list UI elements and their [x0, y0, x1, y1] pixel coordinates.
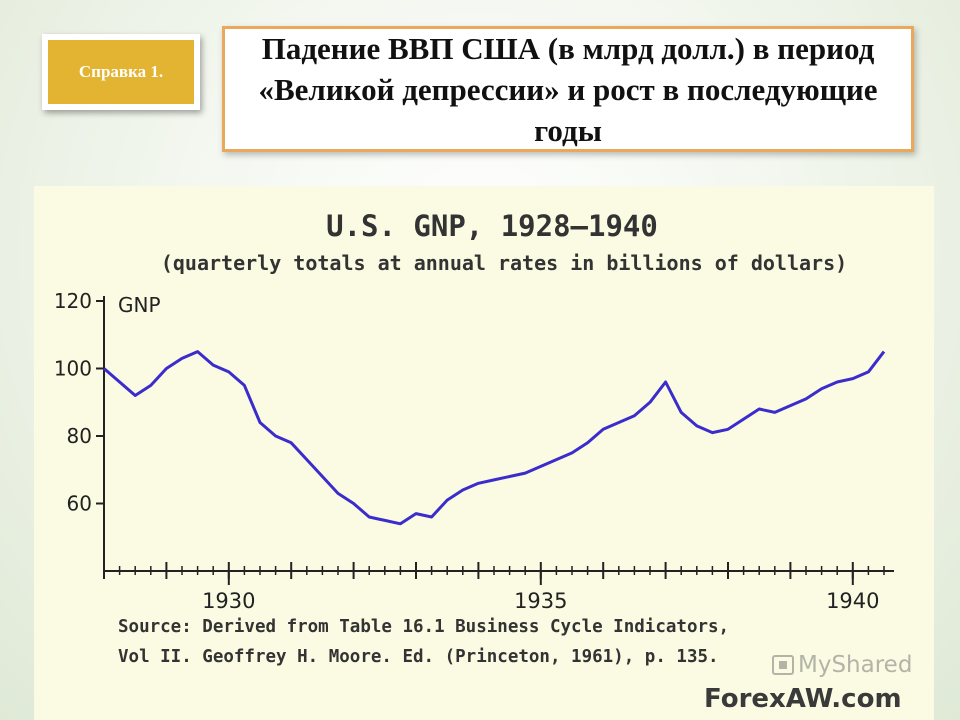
y-tick-label: 100	[54, 357, 92, 381]
myshared-watermark: MyShared	[772, 652, 912, 678]
chart-title: U.S. GNP, 1928–1940	[326, 209, 658, 243]
chart-ticks: 60 80 100 120 1930 1935 1940	[54, 289, 885, 613]
slide-title: Падение ВВП США (в млрд долл.) в период …	[258, 30, 878, 148]
share-icon	[772, 655, 794, 675]
x-tick-label: 1930	[202, 589, 255, 613]
y-tick-label: 80	[67, 424, 92, 448]
chart-axes	[103, 296, 894, 572]
source-line-1: Source: Derived from Table 16.1 Business…	[118, 617, 729, 637]
x-tick-label: 1940	[826, 589, 879, 613]
y-tick-label: 60	[67, 492, 92, 516]
x-tick-label: 1935	[514, 589, 567, 613]
gnp-series-line	[103, 350, 886, 526]
gnp-chart: U.S. GNP, 1928–1940 (quarterly totals at…	[54, 209, 894, 667]
slide-title-box: Падение ВВП США (в млрд долл.) в период …	[222, 26, 914, 152]
y-axis-label: GNP	[118, 293, 161, 317]
reference-badge: Справка 1.	[42, 34, 200, 110]
chart-panel: U.S. GNP, 1928–1940 (quarterly totals at…	[34, 186, 934, 720]
source-line-2: Vol II. Geoffrey H. Moore. Ed. (Princeto…	[118, 647, 719, 667]
chart-subtitle: (quarterly totals at annual rates in bil…	[161, 251, 847, 275]
forexaw-watermark: ForexAW.com	[704, 684, 902, 714]
y-tick-label: 120	[54, 289, 92, 313]
reference-badge-label: Справка 1.	[48, 40, 194, 104]
myshared-text: MyShared	[798, 652, 913, 678]
